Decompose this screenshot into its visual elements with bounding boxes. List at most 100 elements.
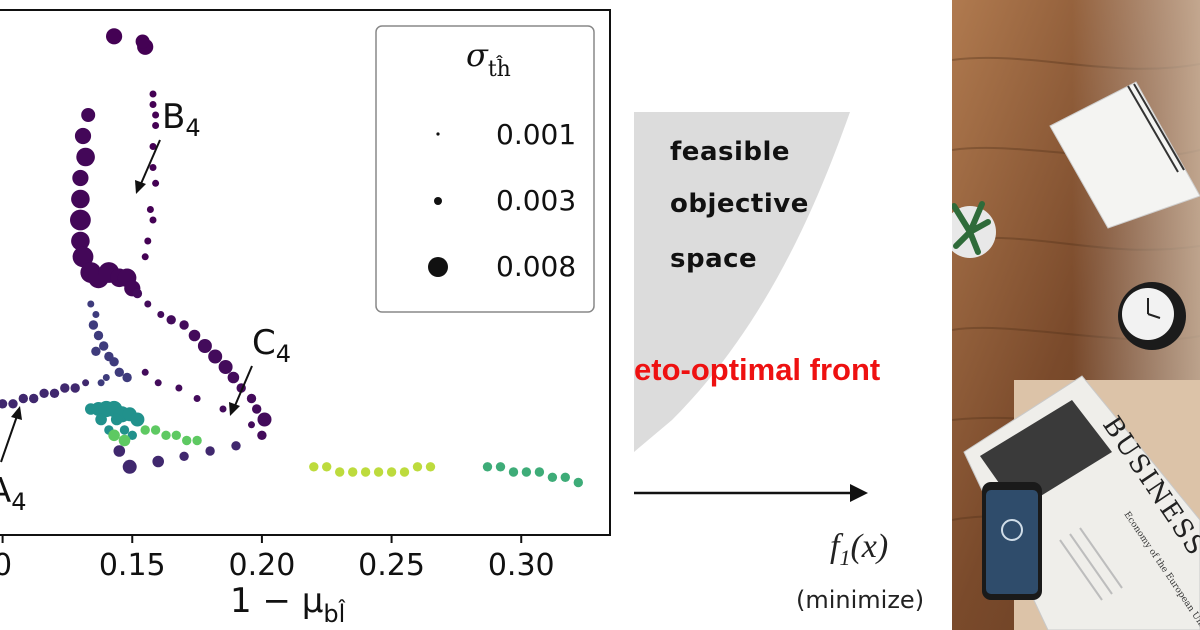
- series-0: [106, 28, 160, 261]
- data-point: [127, 430, 137, 440]
- data-point: [179, 320, 189, 330]
- data-point: [257, 412, 272, 427]
- annotation-a4-arrowhead: [11, 406, 22, 420]
- series-2: [87, 300, 132, 387]
- legend: σtĥ 0.001 0.003 0.008: [375, 25, 595, 313]
- annotation-b4-arrowhead: [135, 180, 146, 194]
- x-tick-label: 0.30: [488, 548, 555, 583]
- f1-axis-label: f1(x): [830, 528, 889, 570]
- data-point: [482, 462, 493, 472]
- data-point: [140, 425, 150, 435]
- legend-marker-small: [436, 132, 440, 136]
- minimize-label: (minimize): [796, 586, 925, 614]
- f1-axis-arrowhead: [850, 484, 868, 502]
- x-axis-title: 1 − μbl̂: [230, 581, 346, 628]
- data-point: [49, 388, 60, 398]
- data-point: [29, 393, 39, 404]
- legend-label-2: 0.003: [496, 184, 576, 217]
- annotation-a4-arrow: [0, 415, 18, 463]
- series-6: [108, 425, 202, 447]
- data-point: [118, 434, 131, 447]
- data-point: [149, 164, 157, 171]
- data-point: [149, 101, 157, 108]
- data-point: [106, 28, 123, 45]
- data-point: [149, 90, 157, 98]
- data-point: [231, 441, 241, 451]
- annotation-c4-arrowhead: [229, 402, 240, 416]
- series-1: [70, 108, 141, 297]
- data-point: [573, 477, 583, 488]
- data-point: [175, 384, 183, 392]
- data-point: [152, 179, 160, 187]
- data-point: [322, 462, 332, 472]
- data-point: [218, 360, 233, 374]
- notebook-icon: [1049, 81, 1200, 229]
- smartphone-icon: [982, 482, 1042, 600]
- data-point: [309, 462, 319, 472]
- data-point: [70, 383, 80, 393]
- series-8: [482, 462, 583, 488]
- scatter-points: [0, 28, 583, 488]
- data-point: [386, 467, 397, 477]
- data-point: [360, 467, 371, 477]
- newspaper-text-lines: [1059, 527, 1123, 601]
- data-point: [102, 374, 110, 381]
- annotation-b4-label: B4: [162, 97, 201, 142]
- data-point: [82, 379, 90, 387]
- data-point: [193, 395, 201, 402]
- data-point: [560, 472, 570, 482]
- data-point: [109, 357, 119, 367]
- legend-label-3: 0.008: [496, 250, 576, 283]
- data-point: [192, 435, 202, 446]
- data-point: [521, 467, 532, 477]
- data-point: [18, 393, 28, 404]
- data-point: [71, 189, 90, 209]
- legend-label-1: 0.001: [496, 118, 576, 151]
- x-tick-label: 0.25: [358, 548, 425, 583]
- region-word-1: feasible: [670, 137, 791, 167]
- annotation-b4-arrow: [139, 139, 161, 187]
- data-point: [152, 111, 160, 119]
- pareto-front-label: eto-optimal front: [634, 352, 881, 387]
- data-point: [425, 462, 436, 472]
- sync-icon: [1001, 519, 1023, 541]
- series-4: [0, 379, 241, 474]
- data-point: [146, 206, 154, 213]
- data-point: [399, 467, 410, 477]
- region-word-2: objective: [670, 189, 809, 219]
- data-point: [91, 346, 101, 356]
- legend-marker-large: [428, 257, 448, 277]
- pareto-concept-illustration: feasible objective space eto-optimal fro…: [612, 0, 952, 630]
- data-point: [76, 147, 95, 167]
- annotation-a4: A4: [0, 406, 27, 516]
- data-point: [208, 349, 223, 364]
- data-point: [119, 425, 130, 435]
- desk-photo: BUSINESS Economy of the European Union: [952, 0, 1200, 630]
- series-5: [85, 400, 145, 440]
- plant-icon: [952, 201, 996, 258]
- x-axis-ticks: 0 0.15 0.20 0.25 0.30: [0, 535, 555, 583]
- data-point: [197, 339, 212, 353]
- region-word-3: space: [670, 244, 758, 274]
- data-point: [348, 467, 358, 477]
- data-point: [154, 379, 162, 387]
- data-point: [71, 231, 90, 251]
- annotation-b4: B4: [135, 97, 201, 194]
- feasible-region-shape: [634, 112, 850, 452]
- data-point: [122, 372, 132, 383]
- data-point: [72, 246, 94, 268]
- annotation-c4-label: C4: [252, 323, 291, 368]
- data-point: [122, 459, 137, 474]
- data-point: [114, 367, 125, 377]
- data-point: [495, 462, 506, 472]
- annotation-a4-label: A4: [0, 471, 27, 516]
- data-point: [130, 412, 145, 427]
- data-point: [144, 300, 152, 308]
- data-point: [93, 330, 104, 341]
- data-point: [171, 430, 181, 440]
- data-point: [152, 455, 164, 468]
- data-point: [60, 383, 70, 393]
- annotation-c4-arrow: [233, 365, 253, 409]
- data-point: [135, 34, 150, 49]
- data-point: [508, 467, 519, 477]
